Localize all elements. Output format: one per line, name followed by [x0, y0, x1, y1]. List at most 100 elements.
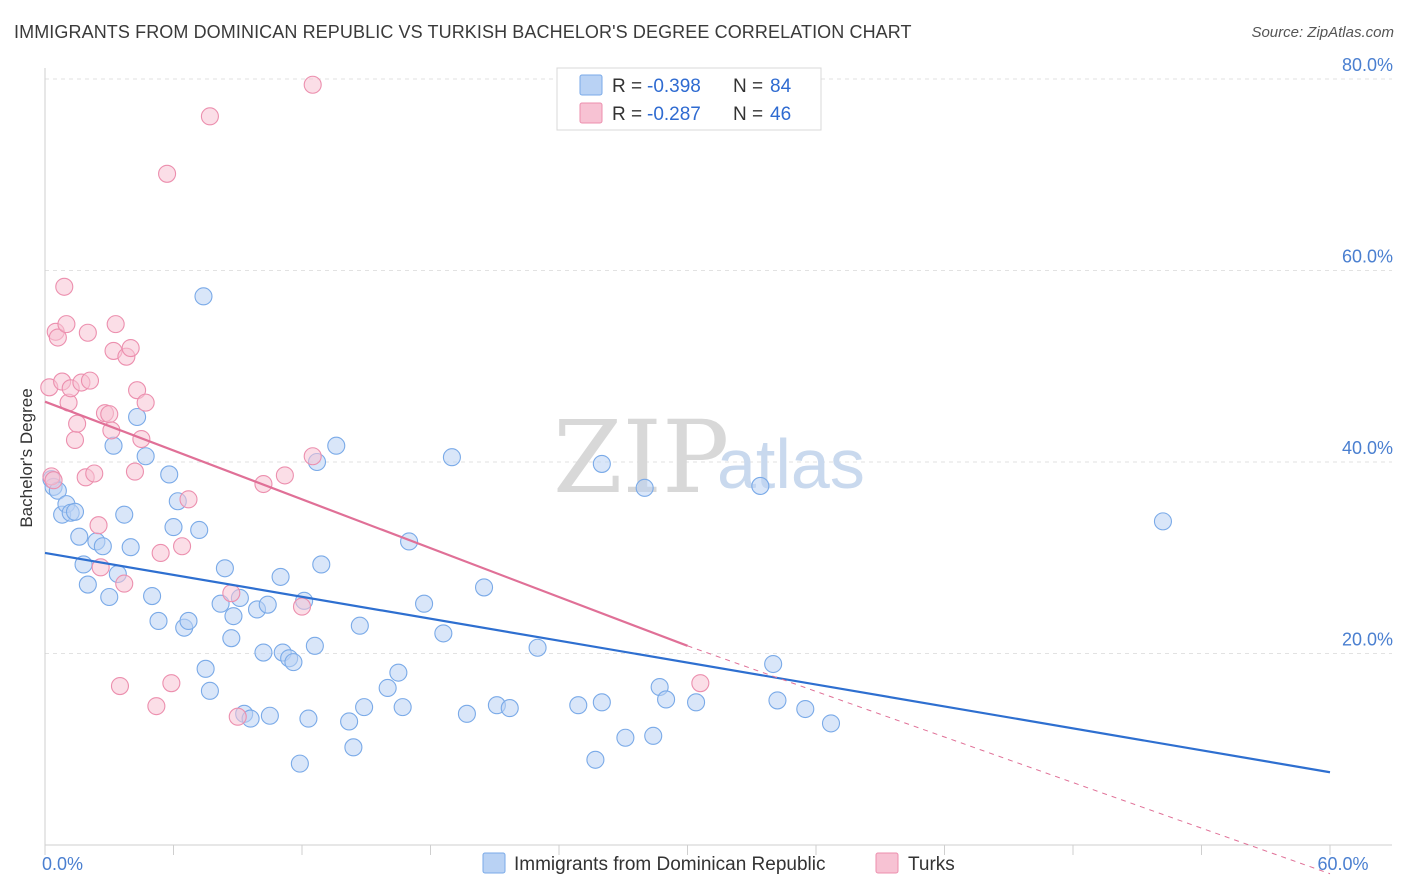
- dominican-point: [764, 654, 783, 674]
- bottom-legend-swatch-dominican: [482, 852, 506, 874]
- turks-point: [100, 405, 119, 424]
- turks-point: [78, 323, 97, 342]
- dominican-point: [260, 706, 279, 725]
- legend-r-label-dominican: R =: [612, 76, 642, 97]
- dominican-point: [128, 407, 147, 427]
- dominican-point: [196, 659, 215, 678]
- turks-point: [158, 164, 177, 183]
- legend-r-value-turks: -0.287: [647, 104, 701, 125]
- trend-lines: [44, 400, 1331, 875]
- dominican-point: [350, 616, 369, 635]
- turks-point: [48, 328, 67, 347]
- dominican-point: [442, 448, 461, 467]
- dominican-point: [93, 537, 112, 556]
- watermark: ZIP atlas: [553, 399, 865, 516]
- turks-point: [200, 107, 219, 126]
- turks-point: [222, 584, 241, 603]
- turks-point: [125, 462, 144, 481]
- x-tick-labels: 0.0% 60.0%: [42, 854, 1369, 874]
- turks-point: [303, 447, 322, 466]
- turks-point: [292, 597, 312, 616]
- dominican-point: [312, 555, 331, 574]
- dominican-point: [434, 624, 453, 643]
- dominican-point: [190, 520, 209, 540]
- dominican-point: [400, 532, 419, 551]
- turks-point: [57, 315, 76, 334]
- turks-point: [44, 471, 63, 490]
- dominican-point: [149, 611, 168, 630]
- dominican-point: [474, 578, 494, 597]
- dominican-point: [1153, 512, 1172, 531]
- dominican-point: [616, 728, 635, 747]
- dominican-point: [136, 447, 155, 466]
- legend-n-label-turks: N =: [733, 104, 763, 125]
- x-tick-label: 0.0%: [42, 854, 83, 874]
- correlation-legend: R = -0.398 N = 84 R = -0.287 N = 46: [556, 67, 822, 131]
- dominican-point: [457, 704, 476, 723]
- dominican-point: [657, 690, 676, 709]
- dominican-point: [215, 559, 234, 578]
- dominican-point: [194, 287, 213, 306]
- dominican-point: [284, 653, 303, 672]
- dominican-point: [644, 726, 663, 745]
- dominican-point: [389, 663, 408, 682]
- turks-point: [128, 381, 147, 400]
- turks-point: [80, 371, 100, 390]
- dominican-point: [258, 595, 277, 614]
- dominican-point: [528, 638, 547, 657]
- dominican-point: [344, 738, 363, 757]
- source-label: Source: ZipAtlas.com: [1251, 24, 1394, 41]
- dominican-point: [200, 681, 219, 700]
- legend-r-value-dominican: -0.398: [647, 76, 701, 97]
- dominican-point: [65, 502, 85, 521]
- dominican-point: [592, 454, 611, 473]
- turks-point: [65, 430, 85, 450]
- turks-point: [691, 674, 710, 693]
- turks-point: [162, 674, 181, 693]
- turks-point: [121, 339, 140, 358]
- legend-r-label-turks: R =: [612, 104, 642, 125]
- turks-point: [115, 574, 134, 593]
- dominican-point: [143, 586, 162, 606]
- turks-trend-extension: [687, 645, 1331, 875]
- gridlines: [45, 78, 1392, 654]
- x-tick-label: 60.0%: [1317, 854, 1368, 874]
- chart-title: IMMIGRANTS FROM DOMINICAN REPUBLIC VS TU…: [14, 22, 912, 42]
- y-tick-label: 20.0%: [1342, 630, 1393, 650]
- dominican-point: [355, 698, 374, 717]
- turks-point: [179, 490, 198, 509]
- y-tick-labels: 20.0% 40.0% 60.0% 80.0%: [1342, 55, 1393, 650]
- turks-point: [151, 543, 170, 563]
- y-axis-label: Bachelor's Degree: [17, 388, 36, 527]
- data-points: [40, 75, 1172, 773]
- series-legend: Immigrants from Dominican Republic Turks: [482, 852, 955, 875]
- y-tick-label: 60.0%: [1342, 247, 1393, 267]
- legend-swatch-turks: [579, 102, 603, 124]
- turks-point: [89, 516, 108, 535]
- dominican-point: [687, 693, 706, 712]
- dominican-point: [586, 750, 605, 769]
- dominican-point: [569, 696, 588, 715]
- dominican-point: [160, 465, 179, 484]
- bottom-legend-label-turks: Turks: [908, 854, 955, 875]
- dominican-point: [179, 611, 198, 630]
- dominican-point: [100, 587, 119, 607]
- bottom-legend-label-dominican: Immigrants from Dominican Republic: [514, 854, 826, 875]
- dominican-point: [222, 629, 241, 648]
- dominican-point: [378, 678, 397, 698]
- dominican-point: [290, 754, 309, 773]
- dominican-trend-line: [44, 551, 1331, 774]
- y-tick-label: 80.0%: [1342, 55, 1393, 75]
- axes: [44, 68, 1392, 855]
- dominican-point: [224, 607, 243, 626]
- legend-n-value-dominican: 84: [770, 76, 792, 97]
- turks-point: [173, 537, 192, 556]
- dominican-point: [327, 436, 346, 455]
- dominican-point: [415, 594, 434, 613]
- legend-swatch-dominican: [579, 74, 603, 96]
- turks-point: [275, 466, 294, 485]
- turks-point: [110, 677, 130, 696]
- turks-point: [85, 464, 104, 483]
- dominican-point: [78, 575, 97, 594]
